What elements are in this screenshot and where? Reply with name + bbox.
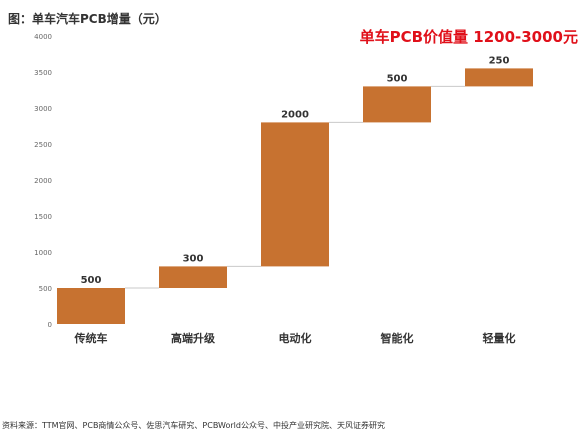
y-tick-label: 1500 (34, 213, 52, 221)
waterfall-bar (465, 68, 533, 87)
y-tick-label: 500 (39, 285, 52, 293)
category-label: 高端升级 (171, 331, 216, 345)
waterfall-bar (363, 86, 431, 123)
figure-title: 图：单车汽车PCB增量（元） (8, 12, 167, 26)
y-tick-label: 3500 (34, 69, 52, 77)
category-label: 传统车 (74, 331, 108, 345)
y-tick-label: 0 (48, 321, 52, 329)
data-label: 2000 (281, 109, 309, 120)
category-label: 电动化 (279, 331, 312, 345)
waterfall-bar (57, 288, 125, 324)
waterfall-bar (159, 266, 227, 288)
data-label: 250 (489, 55, 510, 66)
source-note: 资料来源：TTM官网、PCB商情公众号、佐思汽车研究、PCBWorld公众号、中… (2, 421, 385, 430)
data-label: 300 (183, 253, 204, 264)
y-tick-label: 1000 (34, 249, 52, 257)
data-label: 500 (81, 275, 102, 286)
y-tick-label: 2500 (34, 141, 52, 149)
data-label: 500 (387, 73, 408, 84)
y-tick-label: 3000 (34, 105, 52, 113)
y-tick-label: 2000 (34, 177, 52, 185)
highlight-annotation: 单车PCB价值量 1200-3000元 (359, 28, 578, 46)
category-label: 轻量化 (483, 331, 516, 345)
category-label: 智能化 (381, 331, 414, 345)
y-tick-label: 4000 (34, 33, 52, 41)
waterfall-bar (261, 122, 329, 267)
